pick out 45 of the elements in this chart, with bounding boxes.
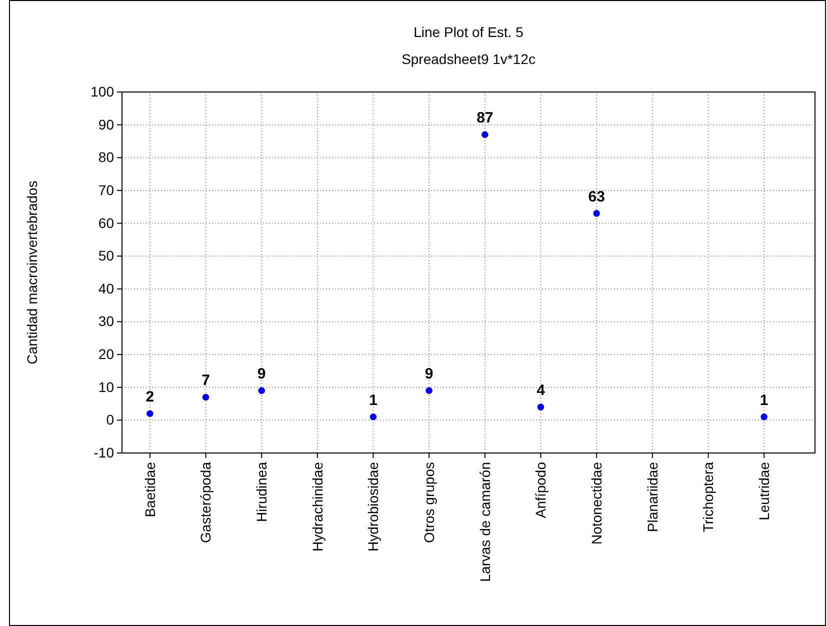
x-tick-label: Hydrachinidae — [309, 462, 326, 552]
data-label: 7 — [202, 372, 210, 390]
y-tick-label: 40 — [98, 280, 114, 296]
y-tick-label: 0 — [106, 412, 114, 428]
point — [537, 404, 544, 410]
y-tick-label: 80 — [98, 149, 114, 166]
point — [593, 210, 600, 217]
x-tick-label: Gasterópoda — [198, 462, 214, 543]
y-tick-label: 50 — [98, 248, 114, 264]
y-tick-label: 60 — [98, 214, 114, 231]
x-tick-label: Planariidae — [644, 462, 660, 532]
point — [202, 394, 210, 401]
data-label: 4 — [536, 382, 546, 400]
x-tick-label: Otros grupos — [420, 462, 437, 543]
y-tick-label: 30 — [98, 313, 114, 330]
y-tick-label: 20 — [98, 346, 114, 362]
point — [258, 387, 265, 394]
chart-subtitle: Spreadsheet9 1v*12c — [402, 51, 536, 67]
point — [146, 410, 154, 417]
x-tick-label: Hydrobiosidae — [365, 462, 382, 552]
y-tick-label: 10 — [98, 378, 114, 395]
x-tick-label: Larvas de camarón — [476, 462, 493, 582]
x-tick-label: Hirudinea — [253, 462, 270, 522]
data-label: 87 — [476, 110, 494, 127]
point — [426, 387, 432, 394]
y-tick-label: 90 — [98, 116, 114, 132]
data-label: 9 — [257, 366, 266, 383]
point — [370, 414, 377, 420]
data-label: 1 — [760, 392, 768, 409]
x-tick-label: Leutridae — [756, 462, 772, 520]
x-tick-label: Notonectidae — [588, 462, 604, 545]
y-tick-label: 70 — [98, 182, 114, 198]
x-tick-label: Baetidae — [142, 462, 158, 518]
x-tick-label: Trichoptera — [700, 462, 716, 532]
chart-title: Line Plot of Est. 5 — [414, 24, 524, 40]
data-label: 1 — [369, 392, 378, 409]
point — [760, 414, 768, 420]
data-label: 63 — [588, 188, 605, 206]
y-tick-label: -10 — [94, 444, 114, 460]
y-axis-title: Cantidad macroinvertebrados — [24, 180, 40, 364]
y-tick-label: 100 — [90, 83, 114, 100]
data-label: 2 — [146, 388, 154, 406]
data-label: 9 — [424, 366, 434, 383]
x-tick-label: Anfípodo — [532, 462, 549, 518]
point — [482, 131, 488, 138]
